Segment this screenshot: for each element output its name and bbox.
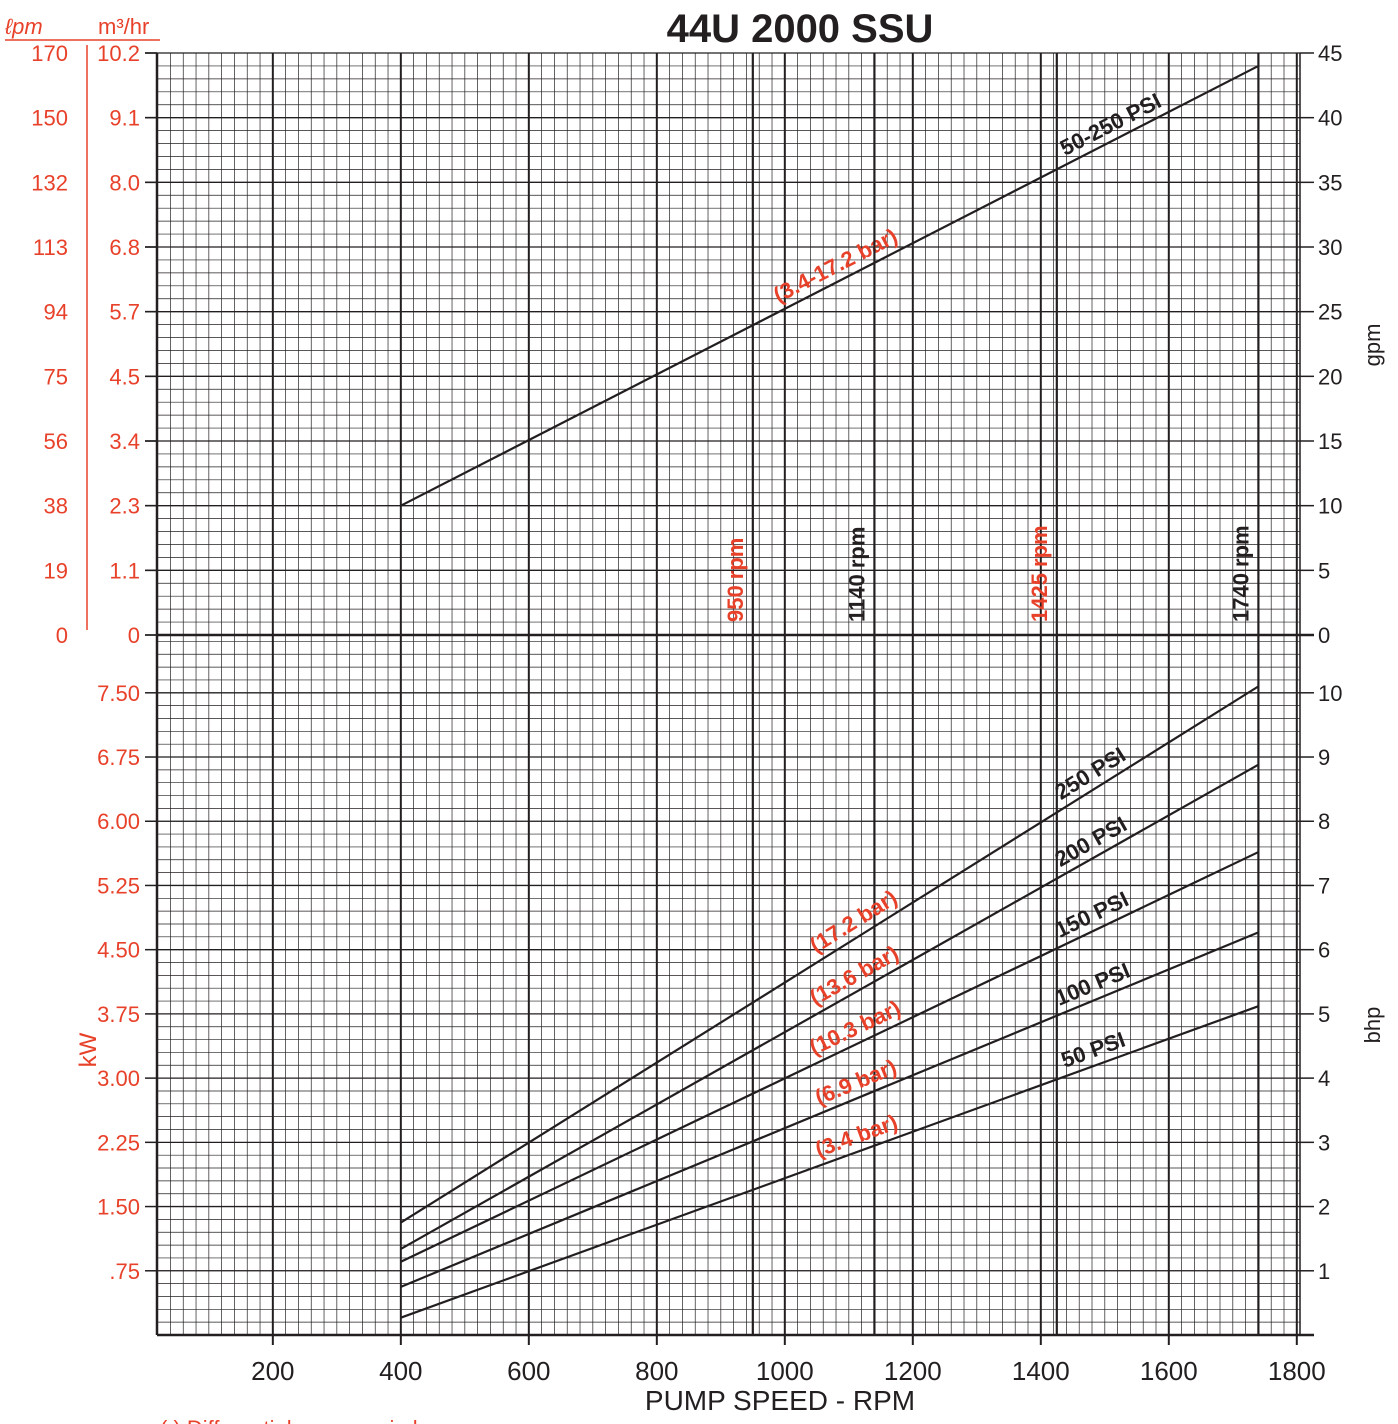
- footnote: ( ) Differential pressure in bars: [160, 1416, 456, 1424]
- y-tick-label: 6: [1318, 938, 1330, 963]
- left-tick-label: 3.4: [109, 429, 140, 454]
- series-annotation: (3.4-17.2 bar): [769, 223, 901, 307]
- series-line: [400, 851, 1259, 1263]
- chart-title: 44U 2000 SSU: [667, 7, 934, 51]
- left-tick-label: .75: [109, 1259, 140, 1284]
- y-tick-label: 25: [1318, 300, 1342, 325]
- left-axis-label: kW: [75, 1032, 102, 1067]
- y-tick-label: 2: [1318, 1195, 1330, 1220]
- x-tick-label: 200: [251, 1356, 294, 1386]
- x-tick-label: 800: [635, 1356, 678, 1386]
- left-tick-label: 9.1: [109, 106, 140, 131]
- left-tick-label: 19: [44, 558, 68, 583]
- left-tick-label: 170: [31, 41, 68, 66]
- x-tick-label: 1000: [756, 1356, 814, 1386]
- y-tick-label: 8: [1318, 809, 1330, 834]
- x-tick-label: 400: [379, 1356, 422, 1386]
- x-tick-label: 600: [507, 1356, 550, 1386]
- y-tick-label: 1: [1318, 1259, 1330, 1284]
- y-tick-label: 35: [1318, 170, 1342, 195]
- left-tick-label: 6.75: [97, 745, 140, 770]
- y-tick-label: 15: [1318, 429, 1342, 454]
- y-tick-label: 9: [1318, 745, 1330, 770]
- left-tick-label: 56: [44, 429, 68, 454]
- left-tick-label: 3.75: [97, 1002, 140, 1027]
- y-tick-label: 30: [1318, 235, 1342, 260]
- y-axis-label: gpm: [1360, 324, 1385, 367]
- x-tick-label: 1400: [1012, 1356, 1070, 1386]
- y-tick-label: 10: [1318, 681, 1342, 706]
- left-tick-label: 132: [31, 170, 68, 195]
- left-tick-label: 10.2: [97, 41, 140, 66]
- y-tick-label: 5: [1318, 1002, 1330, 1027]
- left-tick-label: 38: [44, 494, 68, 519]
- y-tick-label: 45: [1318, 41, 1342, 66]
- series-label: 50-250 PSI: [1056, 88, 1165, 160]
- series-line: [400, 931, 1259, 1288]
- y-tick-label: 4: [1318, 1066, 1330, 1091]
- y-tick-label: 7: [1318, 873, 1330, 898]
- speed-label: 950 rpm: [723, 538, 748, 622]
- y-tick-label: 20: [1318, 364, 1342, 389]
- left-axis-header: ℓpm: [4, 14, 43, 39]
- left-tick-label: 1.1: [109, 558, 140, 583]
- left-tick-label: 113: [33, 235, 68, 260]
- x-tick-label: 1200: [884, 1356, 942, 1386]
- left-tick-label: 150: [31, 106, 68, 131]
- series-line: [400, 1005, 1259, 1319]
- left-tick-label: 0: [128, 623, 140, 648]
- left-tick-label: 8.0: [109, 170, 140, 195]
- series-line: [400, 685, 1259, 1224]
- y-tick-label: 0: [1318, 623, 1330, 648]
- left-tick-label: 4.5: [109, 364, 140, 389]
- series-line: [400, 64, 1259, 507]
- series-label: 200 PSI: [1051, 811, 1131, 871]
- y-tick-label: 10: [1318, 494, 1342, 519]
- left-tick-label: 4.50: [97, 938, 140, 963]
- x-axis-label: PUMP SPEED - RPM: [645, 1385, 915, 1416]
- series-line: [400, 763, 1259, 1250]
- series-annotation: (6.9 bar): [811, 1054, 900, 1110]
- x-tick-label: 1800: [1268, 1356, 1326, 1386]
- left-axis-header: m³/hr: [98, 14, 149, 39]
- y-axis-label: bhp: [1360, 1007, 1385, 1044]
- left-tick-label: 5.7: [109, 300, 140, 325]
- y-tick-label: 3: [1318, 1130, 1330, 1155]
- series-label: 100 PSI: [1052, 958, 1134, 1011]
- speed-label: 1140 rpm: [844, 527, 869, 622]
- left-tick-label: 3.00: [97, 1066, 140, 1091]
- left-tick-label: 6.8: [109, 235, 140, 260]
- x-tick-label: 1600: [1140, 1356, 1198, 1386]
- speed-label: 1425 rpm: [1027, 525, 1052, 622]
- left-tick-label: 1.50: [97, 1195, 140, 1220]
- left-tick-label: 2.25: [97, 1130, 140, 1155]
- left-tick-label: 2.3: [109, 494, 140, 519]
- left-tick-label: 5.25: [97, 873, 140, 898]
- speed-label: 1740 rpm: [1228, 525, 1253, 622]
- left-tick-label: 0: [56, 623, 68, 648]
- y-tick-label: 40: [1318, 106, 1342, 131]
- y-tick-label: 5: [1318, 558, 1330, 583]
- left-tick-label: 94: [44, 300, 68, 325]
- left-tick-label: 6.00: [97, 809, 140, 834]
- left-tick-label: 75: [44, 364, 68, 389]
- left-tick-label: 7.50: [97, 681, 140, 706]
